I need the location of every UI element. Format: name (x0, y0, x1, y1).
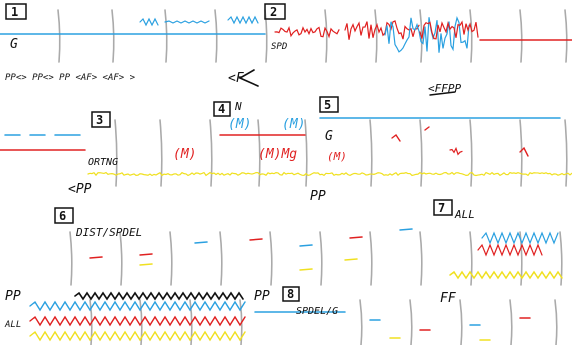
panel-number: 1 (11, 5, 18, 19)
side-label: ALL (4, 320, 21, 330)
panel-number: 7 (438, 201, 445, 215)
divider (370, 120, 372, 186)
divider (115, 120, 117, 186)
stroke (140, 264, 152, 265)
divider (360, 300, 362, 345)
squiggle (165, 21, 209, 23)
sketch: 1 G 2 SPD PP<> PP<> PP <AF> <AF> > <F <F… (0, 0, 572, 345)
divider (112, 10, 114, 62)
squiggle (345, 21, 419, 40)
note: <F (228, 71, 245, 86)
panel-label: ALL (454, 208, 475, 221)
panel-number: 3 (96, 113, 103, 127)
side-label: PP (5, 289, 21, 304)
squiggle (30, 332, 245, 340)
panel-label: G (325, 129, 333, 144)
squiggle (75, 293, 243, 299)
panel-number: 8 (287, 287, 294, 301)
panel-label: (M) (173, 147, 196, 162)
divider (220, 232, 222, 285)
side-label: FF (440, 291, 457, 306)
stroke (300, 269, 312, 270)
panel-number: 5 (324, 98, 331, 112)
panel-mark: N (234, 100, 242, 113)
squiggle (228, 17, 258, 23)
divider (215, 10, 217, 62)
divider (170, 232, 172, 285)
divider (420, 120, 422, 186)
squiggle (88, 173, 572, 176)
panel-label: DIST/SPDEL (75, 226, 142, 239)
divider (565, 120, 567, 186)
stroke (90, 257, 102, 258)
panel-label: (M)Mg (258, 147, 297, 162)
divider (320, 232, 322, 285)
squiggle (275, 28, 339, 37)
divider (58, 10, 60, 62)
divider (510, 300, 512, 345)
panel-label: SPD (271, 42, 287, 52)
panel-label: G (10, 37, 18, 52)
squiggle (392, 135, 400, 141)
divider (420, 232, 422, 285)
divider (520, 10, 522, 62)
stroke (250, 239, 262, 240)
divider (555, 300, 557, 345)
squiggle (450, 272, 562, 278)
panel-label: ORTNG (88, 157, 118, 168)
divider (160, 120, 162, 186)
divider (120, 232, 122, 285)
divider (565, 10, 567, 62)
note: PP (310, 189, 326, 204)
divider (520, 120, 522, 186)
divider (470, 10, 472, 62)
squiggle (450, 148, 462, 154)
divider (70, 232, 72, 285)
note: <FFPP (428, 82, 461, 95)
stroke (300, 245, 312, 246)
stroke (140, 254, 152, 255)
note: (M) (327, 150, 347, 163)
panel-number: 6 (59, 209, 66, 223)
squiggle (30, 302, 245, 310)
panel-number: 4 (218, 102, 225, 116)
divider (470, 120, 472, 186)
divider (165, 10, 167, 62)
divider (325, 10, 327, 62)
note: PP<> PP<> PP <AF> <AF> > (5, 73, 136, 83)
stroke (350, 237, 362, 238)
squiggle (425, 127, 429, 130)
squiggle (478, 245, 542, 255)
panel-label: (M) (282, 117, 305, 132)
panel-label: (M) (228, 117, 251, 132)
divider (270, 232, 272, 285)
side-label: PP (254, 289, 270, 304)
stroke (400, 229, 412, 230)
panel-number: 2 (270, 5, 277, 19)
divider (470, 232, 472, 285)
divider (460, 300, 462, 345)
divider (410, 300, 412, 345)
stroke (345, 259, 357, 260)
panel-label: SPDEL/G (296, 306, 338, 317)
divider (370, 232, 372, 285)
divider (375, 10, 377, 62)
note: <PP (68, 182, 92, 197)
strokes (0, 10, 572, 345)
divider (210, 120, 212, 186)
squiggle (30, 317, 245, 325)
squiggle (140, 19, 158, 25)
stroke (195, 242, 207, 243)
